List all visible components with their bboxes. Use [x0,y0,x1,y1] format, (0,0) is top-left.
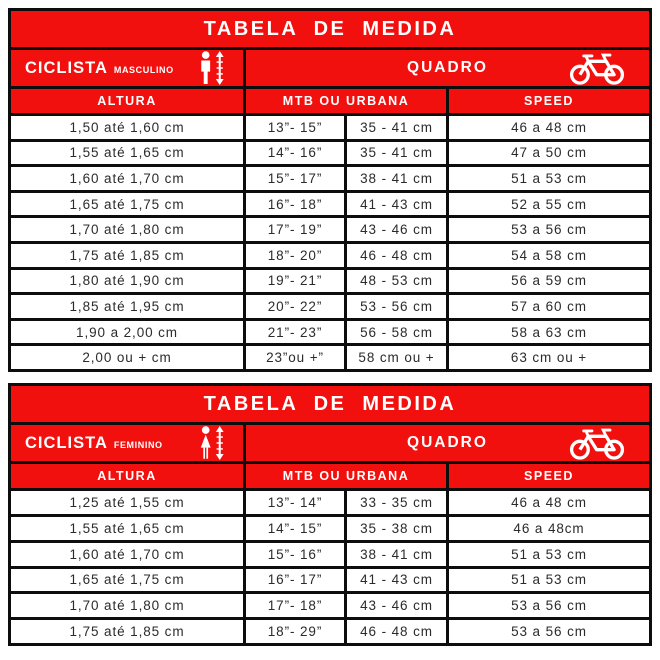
cell-speed: 53 a 56 cm [449,594,649,618]
cell-altura: 1,70 até 1,80 cm [11,594,243,618]
cell-altura: 1,75 até 1,85 cm [11,244,243,267]
cell-altura: 1,60 até 1,70 cm [11,167,243,190]
cell-altura: 1,75 até 1,85 cm [11,620,243,643]
cell-mtb-inches: 17”- 19” [246,218,344,241]
cell-speed: 56 a 59 cm [449,269,649,293]
cell-speed: 51 a 53 cm [449,167,649,190]
cell-altura: 1,55 até 1,65 cm [11,141,243,165]
cell-mtb-inches: 17”- 18” [246,594,344,618]
cell-mtb-inches: 23”ou +” [246,346,344,369]
cell-altura: 1,50 até 1,60 cm [11,116,243,139]
cell-mtb-inches: 21”- 23” [246,320,344,344]
cell-altura: 1,80 até 1,90 cm [11,269,243,293]
cell-altura: 1,90 a 2,00 cm [11,320,243,344]
cell-mtb-inches: 16”- 17” [246,568,344,592]
cell-speed: 46 a 48 cm [449,116,649,139]
cyclist-gender-label: MASCULINO [113,64,174,75]
cell-speed: 51 a 53 cm [449,568,649,592]
cell-mtb-cm: 43 - 46 cm [347,594,446,618]
cell-altura: 2,00 ou + cm [11,346,243,369]
cell-altura: 1,60 até 1,70 cm [11,542,243,566]
cell-speed: 53 a 56 cm [449,620,649,643]
column-header-mtb: MTB OU URBANA [246,464,446,488]
cell-speed: 63 cm ou + [449,346,649,369]
frame-label: QUADRO [407,434,488,451]
cell-mtb-cm: 38 - 41 cm [347,542,446,566]
cell-speed: 57 a 60 cm [449,295,649,318]
cell-mtb-cm: 48 - 53 cm [347,269,446,293]
cyclist-label: CICLISTA [25,58,108,77]
cell-mtb-inches: 19”- 21” [246,269,344,293]
cell-mtb-inches: 15”- 16” [246,542,344,566]
cyclist-label-group: CICLISTA FEMININO [25,434,163,453]
cell-mtb-cm: 41 - 43 cm [347,568,446,592]
cyclist-label: CICLISTA [25,433,108,452]
cell-mtb-cm: 58 cm ou + [347,346,446,369]
cell-mtb-cm: 53 - 56 cm [347,295,446,318]
cell-speed: 51 a 53 cm [449,542,649,566]
cell-mtb-cm: 41 - 43 cm [347,192,446,216]
cell-mtb-cm: 46 - 48 cm [347,244,446,267]
cell-mtb-inches: 14”- 15” [246,516,344,540]
column-header-altura: ALTURA [11,464,243,488]
cell-altura: 1,65 até 1,75 cm [11,192,243,216]
cell-mtb-cm: 38 - 41 cm [347,167,446,190]
column-header-altura: ALTURA [11,89,243,113]
cyclist-header-cell: CICLISTA MASCULINO [11,50,243,86]
male-height-icon [198,51,227,85]
size-table-masculino: TABELA DE MEDIDA CICLISTA MASCULINO QUAD… [8,8,652,372]
cell-mtb-inches: 18”- 20” [246,244,344,267]
cell-speed: 46 a 48 cm [449,491,649,514]
bicycle-icon [569,426,625,461]
column-header-speed: SPEED [449,464,649,488]
cell-altura: 1,65 até 1,75 cm [11,568,243,592]
cell-mtb-inches: 13”- 15” [246,116,344,139]
cell-mtb-inches: 18”- 29” [246,620,344,643]
cell-mtb-cm: 46 - 48 cm [347,620,446,643]
female-height-icon [198,426,227,460]
cell-speed: 58 a 63 cm [449,320,649,344]
cell-mtb-inches: 20”- 22” [246,295,344,318]
cell-altura: 1,55 até 1,65 cm [11,516,243,540]
column-header-mtb: MTB OU URBANA [246,89,446,113]
cyclist-gender-label: FEMININO [113,439,163,450]
cell-mtb-cm: 56 - 58 cm [347,320,446,344]
cell-speed: 46 a 48cm [449,516,649,540]
cell-speed: 47 a 50 cm [449,141,649,165]
cell-mtb-cm: 35 - 38 cm [347,516,446,540]
bicycle-icon [569,51,625,86]
cell-altura: 1,25 até 1,55 cm [11,491,243,514]
table-title: TABELA DE MEDIDA [11,386,649,422]
column-header-speed: SPEED [449,89,649,113]
cell-speed: 54 a 58 cm [449,244,649,267]
cell-mtb-cm: 43 - 46 cm [347,218,446,241]
cell-speed: 52 a 55 cm [449,192,649,216]
frame-header-cell: QUADRO [246,425,649,461]
cell-speed: 53 a 56 cm [449,218,649,241]
cyclist-header-cell: CICLISTA FEMININO [11,425,243,461]
cell-mtb-inches: 14”- 16” [246,141,344,165]
cell-mtb-cm: 35 - 41 cm [347,141,446,165]
cell-mtb-inches: 13”- 14” [246,491,344,514]
cell-altura: 1,70 até 1,80 cm [11,218,243,241]
cell-mtb-inches: 15”- 17” [246,167,344,190]
cell-altura: 1,85 até 1,95 cm [11,295,243,318]
frame-header-cell: QUADRO [246,50,649,86]
size-table-feminino: TABELA DE MEDIDA CICLISTA FEMININO QUADR… [8,383,652,646]
cell-mtb-cm: 35 - 41 cm [347,116,446,139]
table-title: TABELA DE MEDIDA [11,11,649,47]
frame-label: QUADRO [407,59,488,76]
cyclist-label-group: CICLISTA MASCULINO [25,59,174,78]
cell-mtb-inches: 16”- 18” [246,192,344,216]
cell-mtb-cm: 33 - 35 cm [347,491,446,514]
